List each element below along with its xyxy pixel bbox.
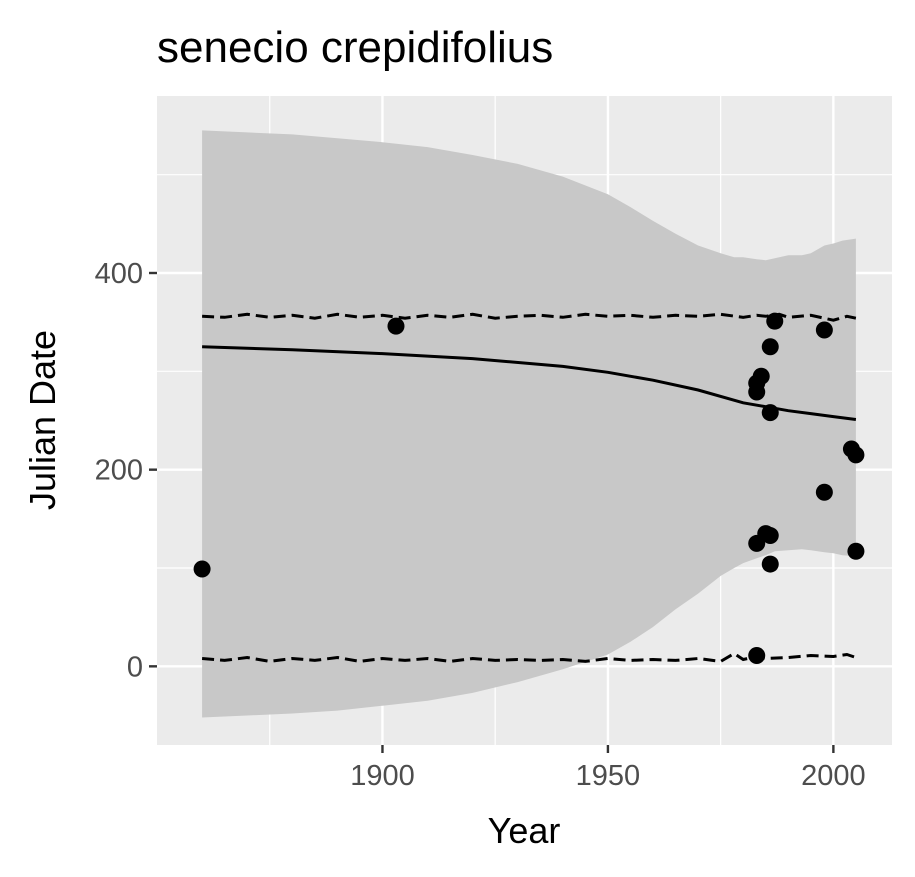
data-point <box>815 483 833 501</box>
data-point <box>761 404 779 422</box>
data-point <box>761 527 779 545</box>
data-point <box>193 560 211 578</box>
data-point <box>761 555 779 573</box>
data-point <box>766 312 784 330</box>
y-tick-label: 200 <box>95 455 143 487</box>
data-point <box>748 647 766 665</box>
confidence-ribbon <box>202 130 856 718</box>
x-tick-label: 1950 <box>576 760 641 792</box>
y-axis-title: Julian Date <box>22 330 63 510</box>
points-layer <box>193 312 865 665</box>
data-point <box>387 317 405 335</box>
y-tick-label: 400 <box>95 258 143 290</box>
confidence-ribbon-layer <box>202 130 856 718</box>
chart-title: senecio crepidifolius <box>157 23 553 72</box>
x-axis-title: Year <box>488 810 561 851</box>
data-point <box>815 321 833 339</box>
y-tick-label: 0 <box>127 651 143 683</box>
data-point <box>847 446 865 464</box>
data-point <box>847 542 865 560</box>
fitted-trend-line <box>202 345 857 421</box>
data-point <box>752 367 770 385</box>
x-tick-label: 1900 <box>350 760 415 792</box>
data-point <box>761 338 779 356</box>
x-tick-label: 2000 <box>801 760 866 792</box>
y-axis: 0 200 400 <box>95 258 157 683</box>
x-axis: 1900 1950 2000 <box>350 745 866 792</box>
